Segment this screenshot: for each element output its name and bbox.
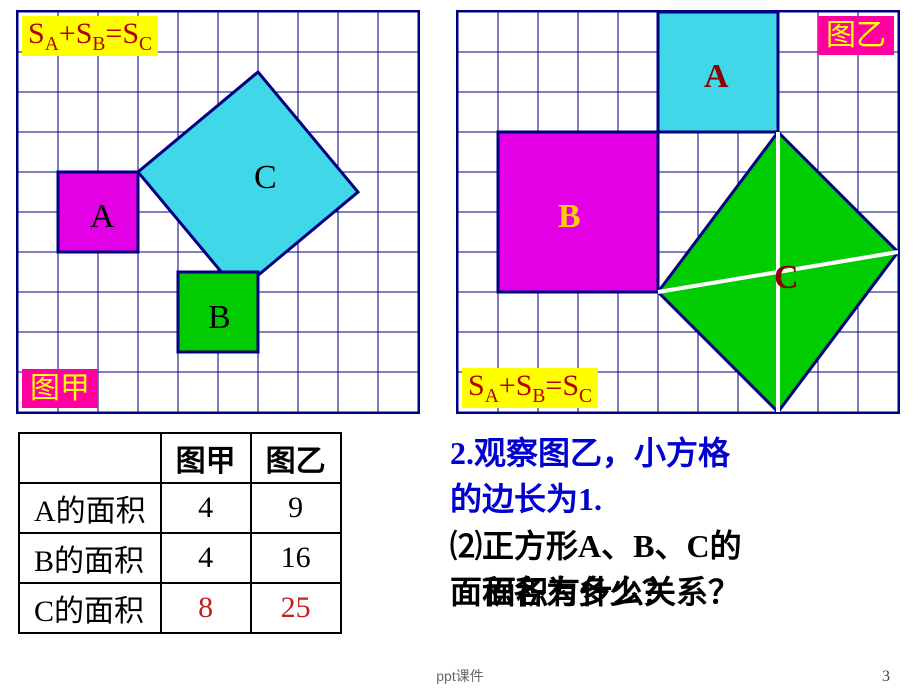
row-c-v2: 25 <box>251 583 341 633</box>
table-row: B的面积 4 16 <box>19 533 341 583</box>
grid-jia: A B C <box>18 12 418 412</box>
label-a-yi: A <box>704 58 729 95</box>
corner-label-jia: 图甲 <box>22 369 98 408</box>
th-jia: 图甲 <box>161 433 251 483</box>
table-row: A的面积 4 9 <box>19 483 341 533</box>
row-a-label: A的面积 <box>19 483 161 533</box>
row-c-v1: 8 <box>161 583 251 633</box>
equation-yi: SA+SB=SC <box>462 368 598 408</box>
footer-text: ppt课件 <box>436 666 483 686</box>
q-line2: 的边长为1. <box>450 476 900 522</box>
figure-jia: A B C SA+SB=SC 图甲 <box>16 10 420 414</box>
row-b-v2: 16 <box>251 533 341 583</box>
label-c-yi: C <box>774 259 799 296</box>
row-a-v2: 9 <box>251 483 341 533</box>
th-blank <box>19 433 161 483</box>
figure-yi: A B C 图乙 SA+SB=SC <box>456 10 900 414</box>
q-line3: ⑵正方形A、B、C的 <box>450 523 900 569</box>
grid-yi: A B C <box>458 12 898 412</box>
label-b-jia: B <box>208 299 231 336</box>
area-table: 图甲 图乙 A的面积 4 9 B的面积 4 16 C的面积 8 25 <box>18 432 342 634</box>
th-yi: 图乙 <box>251 433 341 483</box>
page-number: 3 <box>882 668 890 686</box>
row-b-v1: 4 <box>161 533 251 583</box>
q-line4b: 面积有什么关系？ <box>484 574 740 610</box>
row-b-label: B的面积 <box>19 533 161 583</box>
corner-label-yi: 图乙 <box>818 16 894 55</box>
label-c-jia: C <box>254 159 277 196</box>
q-line1: 2.观察图乙，小方格 <box>450 430 900 476</box>
row-c-label: C的面积 <box>19 583 161 633</box>
label-a-jia: A <box>90 198 115 235</box>
square-c-jia <box>138 72 358 292</box>
row-a-v1: 4 <box>161 483 251 533</box>
table-row: C的面积 8 25 <box>19 583 341 633</box>
label-b-yi: B <box>558 198 581 235</box>
equation-jia: SA+SB=SC <box>22 16 158 56</box>
question-text: 2.观察图乙，小方格 的边长为1. ⑵正方形A、B、C的 面积各为多少？ 面积有… <box>450 430 900 616</box>
